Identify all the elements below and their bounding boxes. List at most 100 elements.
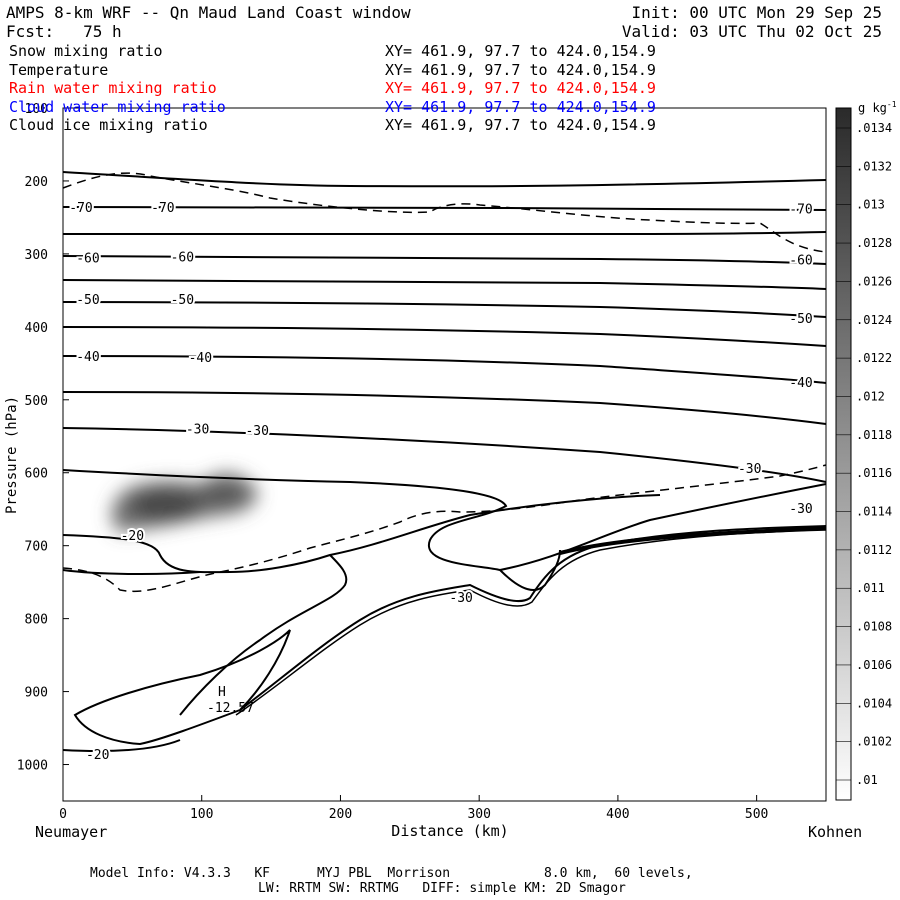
contour-label: -50: [76, 293, 99, 308]
thick-terrain-edge: [559, 526, 827, 555]
right-endpoint-label: Kohnen: [808, 823, 862, 841]
colorbar-tick-label: .0128: [856, 236, 892, 250]
field-name: Temperature: [9, 60, 109, 79]
field-xy: XY= 461.9, 97.7 to 424.0,154.9: [385, 116, 656, 134]
y-tick-label: 700: [25, 540, 48, 555]
isotherm-upper: [62, 171, 827, 188]
field-xy: XY= 461.9, 97.7 to 424.0,154.9: [385, 42, 656, 60]
isotherm-70: [62, 206, 827, 211]
colorbar-tick-label: .011: [856, 581, 885, 595]
dashed-contour-upper: [62, 172, 827, 253]
colorbar-unit: g kg-1: [858, 100, 897, 115]
model-info-line2: LW: RRTM SW: RRTMG DIFF: simple KM: 2D S…: [258, 881, 626, 896]
contour-label: -70: [789, 202, 812, 217]
contour-label: -30: [186, 423, 209, 438]
model-info-line1: Model Info: V4.3.3 KF MYJ PBL Morrison 8…: [90, 866, 693, 881]
contour-label: -70: [69, 201, 92, 216]
colorbar-tick-label: .0126: [856, 274, 892, 288]
init-time: Init: 00 UTC Mon 29 Sep 25: [631, 3, 882, 22]
forecast-hour: Fcst: 75 h: [6, 22, 122, 41]
colorbar-tick-label: .012: [856, 389, 885, 403]
contour-label: -40: [76, 350, 99, 365]
field-xy: XY= 461.9, 97.7 to 424.0,154.9: [385, 60, 656, 79]
x-tick-label: 200: [329, 807, 352, 822]
colorbar-ticks: .01 .0102 .0104 .0106 .0108 .011 .0112 .0114 .01…: [836, 121, 892, 787]
terrain-3: [235, 529, 827, 716]
max-marker-value: -12.57: [207, 701, 254, 716]
contour-label: -30: [789, 502, 812, 517]
y-axis: 100 200 300 400 500 600 700 800 900 1000: [17, 102, 69, 774]
y-tick-label: 600: [25, 467, 48, 482]
isotherm-35: [62, 391, 827, 425]
y-tick-label: 800: [25, 613, 48, 628]
contour-label: -70: [151, 201, 174, 216]
x-tick-label: 100: [190, 807, 213, 822]
colorbar-tick-label: .0116: [856, 466, 892, 480]
y-tick-label: 500: [25, 394, 48, 409]
contour-label: -30: [738, 462, 761, 477]
isotherm-65: [63, 231, 827, 236]
field-name: Snow mixing ratio: [9, 42, 163, 60]
x-tick-label: 0: [59, 807, 67, 822]
x-axis-label: Distance (km): [391, 822, 508, 840]
field-name: Cloud water mixing ratio: [9, 97, 226, 116]
isotherm-50: [62, 301, 827, 318]
contour-label: -60: [76, 251, 99, 266]
terrain-4: [499, 549, 561, 591]
plot-frame: [62, 107, 827, 802]
contour-label: -20: [86, 748, 109, 763]
contour-label: -60: [171, 251, 194, 266]
contour-label: -50: [789, 312, 812, 327]
colorbar-tick-label: .013: [856, 198, 885, 212]
colorbar-tick-label: .01: [856, 773, 878, 787]
colorbar-tick-label: .0132: [856, 159, 892, 173]
contour-labels: -70 -70 -70 -60 -60 -60 -50 -50 -50 -40 -40 -40 -30 -…: [67, 199, 814, 765]
field-name: Cloud ice mixing ratio: [9, 116, 208, 134]
isotherm-45: [62, 326, 827, 347]
chart-title: AMPS 8-km WRF -- Qn Maud Land Coast wind…: [6, 3, 411, 22]
colorbar-tick-label: .0104: [856, 696, 892, 710]
dashed-contour-lower: [62, 464, 827, 593]
colorbar-tick-label: .0118: [856, 428, 892, 442]
contour-label: -30: [245, 424, 268, 439]
isotherm-20-bottom: [62, 739, 181, 752]
colorbar-tick-label: .0122: [856, 351, 892, 365]
y-tick-label: 900: [25, 686, 48, 701]
colorbar-tick-label: .0106: [856, 658, 892, 672]
colorbar-tick-label: .0134: [856, 121, 892, 135]
field-xy: XY= 461.9, 97.7 to 424.0,154.9: [385, 97, 656, 116]
closed-contour: [73, 629, 291, 746]
max-marker-label: H: [218, 685, 226, 700]
contour-label: -50: [171, 293, 194, 308]
isotherm-55: [62, 279, 827, 290]
y-tick-label: 400: [25, 321, 48, 336]
field-xy: XY= 461.9, 97.7 to 424.0,154.9: [385, 79, 656, 97]
isotherm-30: [62, 427, 827, 483]
y-axis-label: Pressure (hPa): [4, 396, 20, 514]
colorbar-tick-label: .0112: [856, 543, 892, 557]
colorbar: [835, 107, 852, 801]
contour-label: -60: [789, 253, 812, 268]
contour-label: -20: [121, 529, 144, 544]
y-tick-label: 1000: [17, 759, 48, 774]
colorbar-tick-label: .0124: [856, 313, 892, 327]
left-endpoint-label: Neumayer: [35, 823, 107, 841]
valid-time: Valid: 03 UTC Thu 02 Oct 25: [621, 22, 882, 41]
terrain-2: [239, 525, 827, 711]
y-tick-label: 200: [25, 175, 48, 190]
field-name: Rain water mixing ratio: [9, 79, 217, 97]
x-axis: 0 100 200 300 400 500: [59, 795, 768, 822]
contour-label: -40: [189, 351, 212, 366]
isotherm-60: [62, 255, 827, 265]
colorbar-tick-label: .0102: [856, 735, 892, 749]
colorbar-tick-label: .0108: [856, 620, 892, 634]
y-tick-label: 100: [25, 102, 48, 117]
x-tick-label: 400: [606, 807, 629, 822]
colorbar-tick-label: .0114: [856, 505, 892, 519]
x-tick-label: 500: [745, 807, 768, 822]
isotherms: [62, 171, 827, 752]
x-tick-label: 300: [467, 807, 490, 822]
isotherm-20-low: [62, 569, 201, 576]
y-tick-label: 300: [25, 248, 48, 263]
